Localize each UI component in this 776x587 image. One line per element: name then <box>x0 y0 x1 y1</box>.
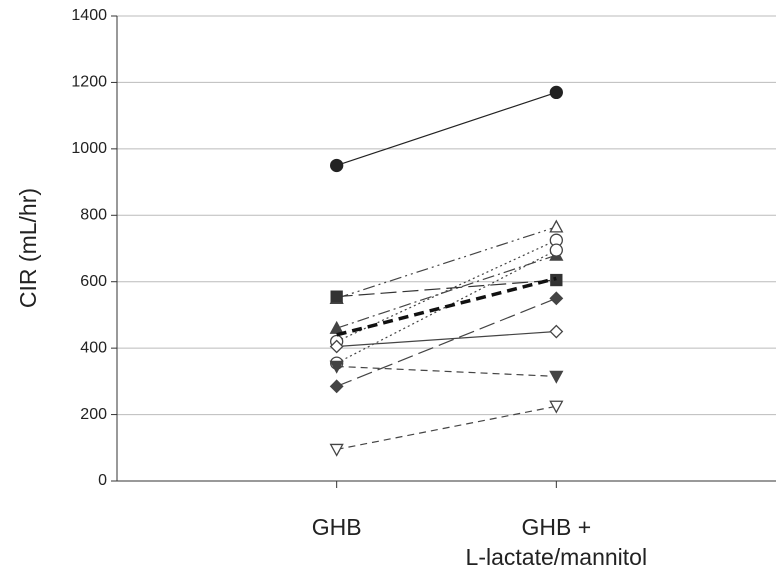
y-tick-label: 1000 <box>71 140 107 157</box>
marker <box>549 219 564 233</box>
marker <box>549 400 564 414</box>
series-line <box>336 330 557 348</box>
series-line <box>336 276 557 337</box>
series-line <box>336 91 557 167</box>
series-line <box>336 365 557 377</box>
series-line <box>336 297 557 387</box>
x-tick-label: GHB + L-lactate/mannitol <box>465 514 648 570</box>
y-tick-label: 200 <box>80 406 107 423</box>
marker <box>549 370 564 384</box>
marker <box>549 85 563 100</box>
x-tick-label: GHB <box>311 514 362 540</box>
marker <box>549 324 564 339</box>
marker <box>329 443 344 457</box>
y-tick-label: 1400 <box>71 7 107 24</box>
marker <box>549 291 564 306</box>
marker <box>329 379 344 394</box>
marker <box>329 360 344 374</box>
y-axis-label: CIR (mL/hr) <box>15 188 41 308</box>
y-tick-label: 1200 <box>71 74 107 91</box>
y-tick-label: 800 <box>80 207 107 224</box>
series-line <box>336 226 557 299</box>
marker <box>330 158 344 173</box>
series-line <box>336 279 557 298</box>
series-line <box>336 254 557 329</box>
marker <box>329 320 344 334</box>
y-tick-label: 600 <box>80 273 107 290</box>
marker <box>329 339 344 354</box>
y-tick-label: 0 <box>98 472 107 489</box>
marker <box>330 290 343 303</box>
y-tick-label: 400 <box>80 339 107 356</box>
marker <box>549 243 563 257</box>
series-line <box>336 405 557 451</box>
